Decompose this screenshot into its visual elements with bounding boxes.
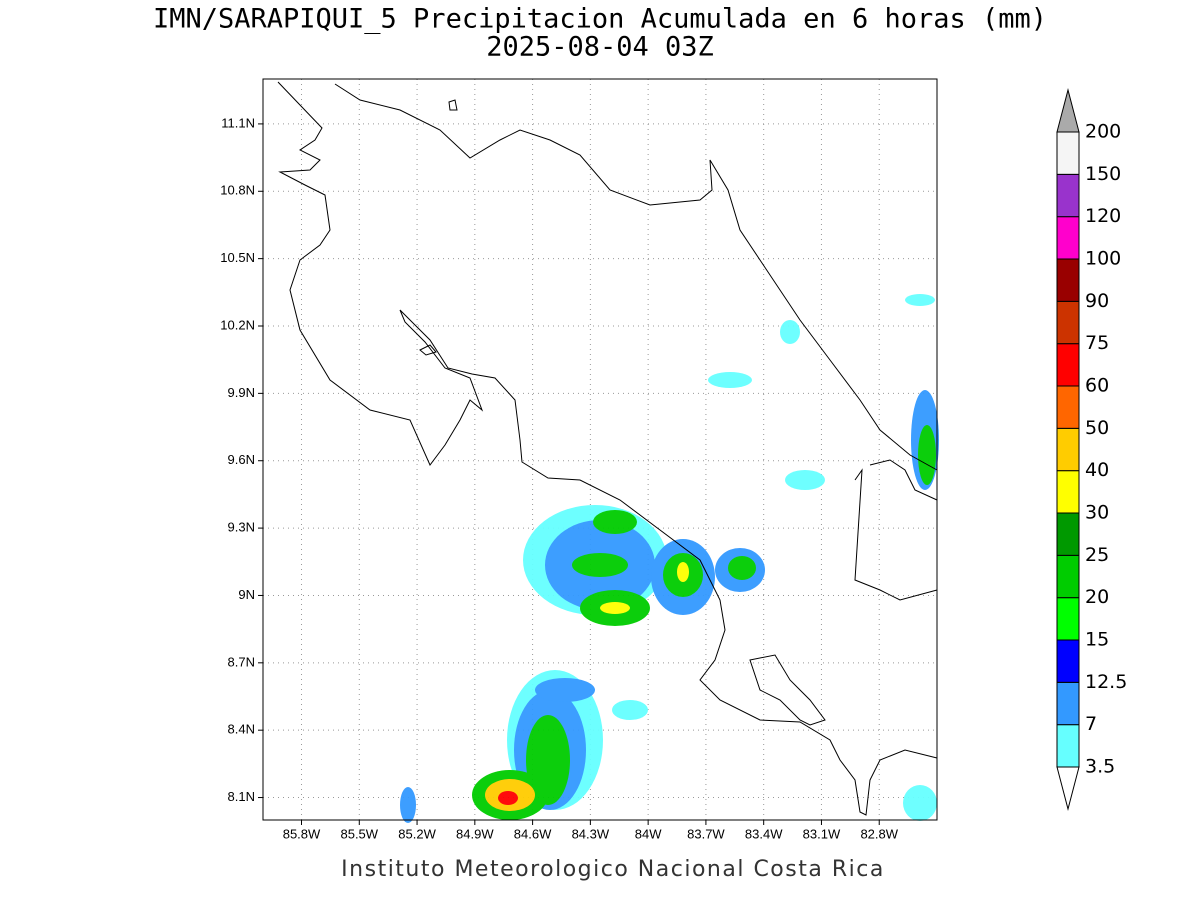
coastline — [869, 459, 938, 501]
colorbar-label: 15 — [1085, 629, 1109, 651]
colorbar-box — [1056, 173, 1080, 218]
x-tick-label: 85.8W — [283, 826, 321, 841]
colorbar-label: 90 — [1085, 290, 1109, 312]
subtitle: 2025-08-04 03Z — [486, 32, 714, 63]
colorbar-box — [1056, 216, 1080, 260]
colorbar-label: 50 — [1085, 417, 1109, 439]
title: IMN/SARAPIQUI_5 Precipitacion Acumulada … — [153, 4, 1047, 35]
y-tick-label: 9.6N — [228, 452, 255, 467]
colorbar-over — [1056, 88, 1080, 133]
x-tick-label: 83.4W — [745, 826, 783, 841]
colorbar-label: 100 — [1085, 248, 1121, 270]
map-frame — [262, 78, 938, 821]
x-tick-label: 85.5W — [340, 826, 378, 841]
rain-area — [677, 562, 689, 582]
colorbar-box — [1056, 554, 1080, 599]
grid — [263, 79, 937, 820]
colorbar-label: 30 — [1085, 502, 1109, 524]
axis-labels: 85.8W 85.5W 85.2W 84.9W 84.6W 84.3W 84W 83.7W 83… — [220, 115, 898, 841]
x-tick-label: 84W — [635, 826, 662, 841]
colorbar-label: 200 — [1085, 121, 1121, 143]
y-tick-label: 8.7N — [228, 654, 255, 669]
colorbar-label: 150 — [1085, 163, 1121, 185]
colorbar-label: 60 — [1085, 375, 1109, 397]
colorbar-label: 75 — [1085, 332, 1109, 354]
colorbar-label: 40 — [1085, 459, 1109, 481]
colorbar-box — [1056, 597, 1080, 641]
colorbar-box — [1056, 724, 1080, 768]
colorbar-box — [1056, 385, 1080, 429]
coastline — [277, 81, 938, 816]
colorbar-label: 20 — [1085, 586, 1109, 608]
colorbar-box — [1056, 131, 1080, 175]
rain-area — [612, 700, 648, 720]
y-tick-label: 8.4N — [228, 722, 255, 737]
footer: Instituto Meteorologico Nacional Costa R… — [341, 857, 885, 882]
y-tick-label: 9N — [238, 587, 255, 602]
colorbar-label: 3.5 — [1085, 756, 1115, 778]
x-tick-label: 84.9W — [456, 826, 494, 841]
rain-area — [780, 320, 800, 344]
colorbar-box — [1056, 470, 1080, 514]
colorbar-box — [1056, 639, 1080, 683]
coastline — [854, 468, 938, 601]
rain-area — [400, 787, 416, 823]
x-tick-label: 83.7W — [687, 826, 725, 841]
rain-area — [593, 510, 637, 534]
rain-area — [918, 425, 936, 485]
y-tick-label: 8.1N — [228, 789, 255, 804]
rain-area — [572, 553, 628, 577]
coastline — [334, 83, 938, 471]
coastline — [419, 99, 458, 356]
rain-area — [708, 372, 752, 388]
y-tick-label: 10.8N — [220, 183, 255, 198]
rain-area — [785, 470, 825, 490]
colorbar-box — [1056, 512, 1080, 556]
y-tick-label: 10.2N — [220, 317, 255, 332]
y-tick-label: 10.5N — [220, 250, 255, 265]
y-tick-label: 11.1N — [221, 115, 255, 130]
colorbar-label: 7 — [1085, 713, 1097, 735]
colorbar-box — [1056, 681, 1080, 726]
rain-area — [903, 785, 937, 821]
colorbar-box — [1056, 427, 1080, 472]
x-tick-label: 84.3W — [572, 826, 610, 841]
rain-area — [535, 678, 595, 702]
colorbar-label: 120 — [1085, 205, 1121, 227]
coastlines — [277, 81, 938, 816]
colorbar-label: 25 — [1085, 544, 1109, 566]
x-tick-label: 82.8W — [860, 826, 898, 841]
colorbar-box — [1056, 300, 1080, 345]
rain-area — [600, 602, 630, 614]
colorbar-box — [1056, 258, 1080, 302]
y-tick-label: 9.3N — [228, 520, 255, 535]
rain-area — [905, 294, 935, 306]
colorbar-label: 12.5 — [1085, 671, 1127, 693]
colorbar: 3.5 7 12.5 15 20 25 30 40 50 60 75 90 100 120 150 200 — [1056, 88, 1127, 811]
rain-area — [498, 791, 518, 805]
colorbar-box — [1056, 343, 1080, 387]
y-tick-label: 9.9N — [228, 385, 255, 400]
x-tick-label: 85.2W — [398, 826, 436, 841]
coastline — [749, 654, 826, 726]
precipitation — [400, 294, 939, 823]
rain-area — [728, 556, 756, 580]
colorbar-under — [1056, 766, 1080, 811]
x-tick-label: 84.6W — [514, 826, 552, 841]
x-tick-label: 83.1W — [803, 826, 841, 841]
